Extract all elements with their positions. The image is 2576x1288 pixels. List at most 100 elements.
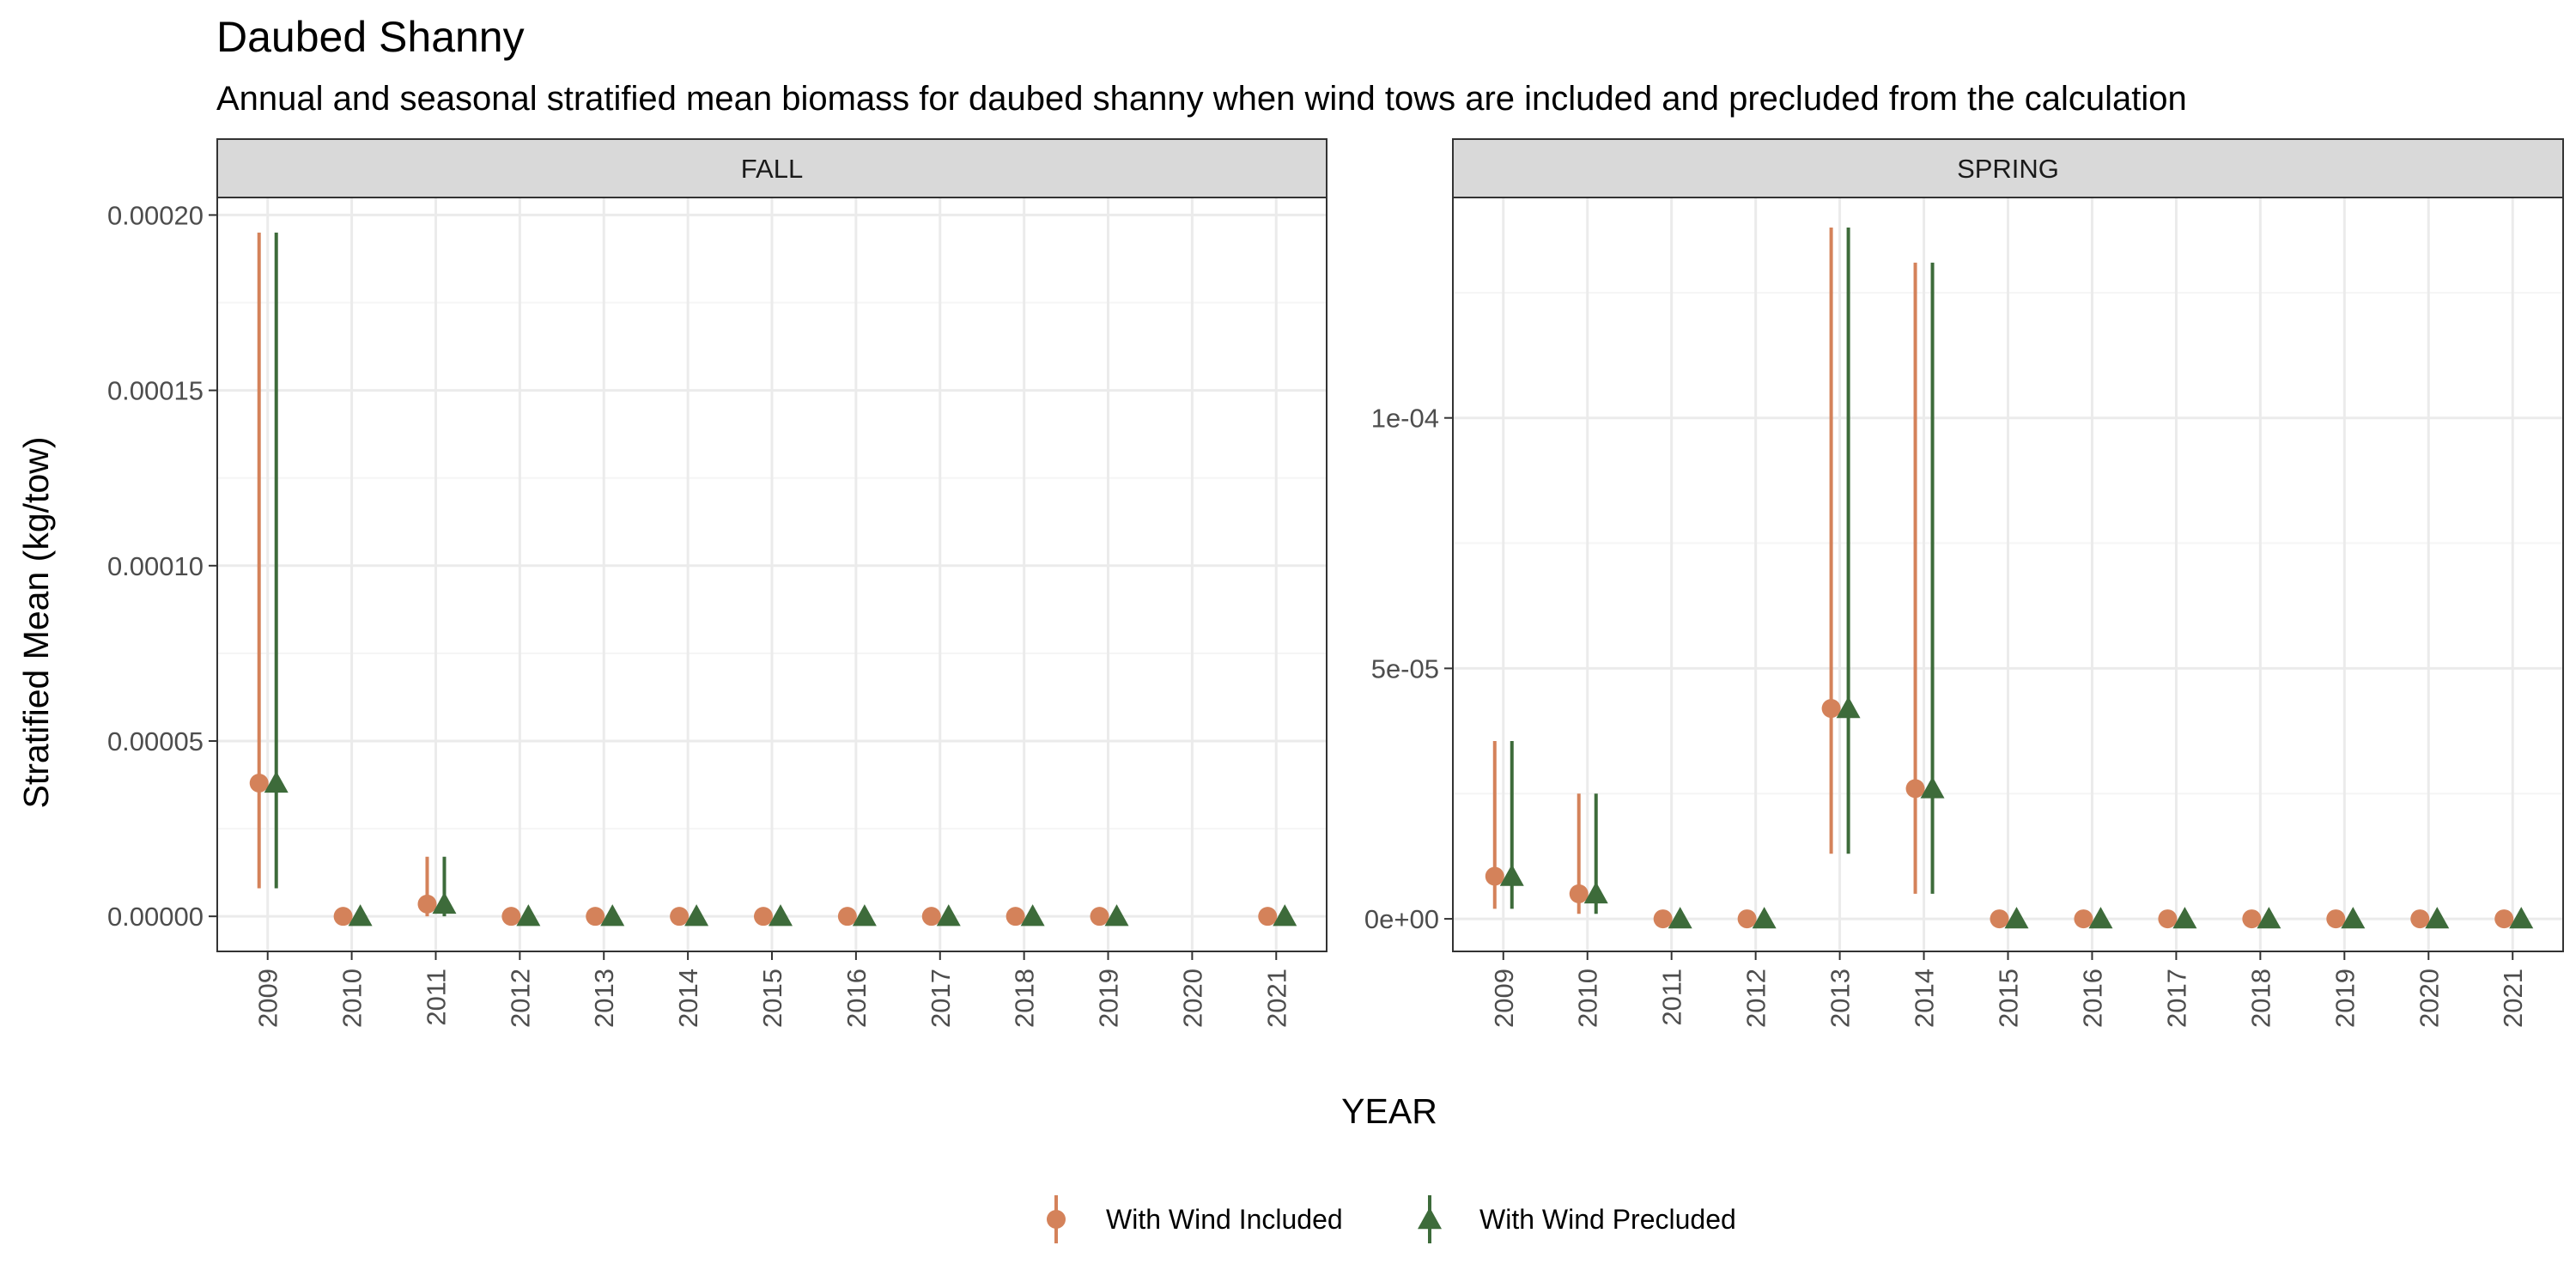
data-point	[432, 891, 457, 914]
x-tick-label: 2017	[926, 969, 956, 1028]
y-tick-label: 0.00015	[107, 376, 204, 406]
panels: 0.00000 0.00005 0.00010 0.00015 0.00020 2009 2…	[107, 138, 2564, 1028]
legend-with-wind-precluded: With Wind Precluded	[1418, 1195, 1736, 1243]
data-point	[2326, 909, 2346, 929]
data-point	[1920, 776, 1945, 799]
data-point	[1104, 904, 1129, 927]
data-point	[754, 907, 773, 927]
data-point	[1905, 779, 1925, 799]
facet-strip	[216, 138, 1327, 198]
data-point	[670, 907, 690, 927]
data-point	[2494, 909, 2514, 929]
data-point	[2158, 909, 2178, 929]
data-point	[417, 894, 437, 914]
legend-key-point	[1047, 1210, 1066, 1229]
data-point	[1499, 864, 1524, 886]
data-point	[2172, 907, 2197, 929]
data-point	[501, 907, 521, 927]
x-tick-label: 2011	[1657, 969, 1687, 1026]
y-tick-label: 0.00010	[107, 551, 204, 581]
data-point	[684, 904, 709, 927]
data-point	[1090, 907, 1109, 927]
data-point	[1653, 909, 1673, 929]
facet-label: FALL	[741, 154, 803, 184]
data-point	[1020, 904, 1045, 927]
x-tick-label: 2012	[1741, 969, 1771, 1028]
data-point	[2341, 907, 2366, 929]
x-tick-label: 2020	[1177, 969, 1207, 1028]
facet-label: SPRING	[1957, 154, 2059, 184]
x-tick-label: 2014	[673, 969, 703, 1028]
data-point	[2425, 907, 2450, 929]
data-point	[837, 907, 857, 927]
legend-label: With Wind Included	[1106, 1204, 1343, 1235]
data-point	[1273, 904, 1297, 927]
y-tick-label: 0.00020	[107, 200, 204, 230]
series-with-wind-precluded	[264, 232, 1297, 927]
x-tick-label: 2011	[421, 969, 451, 1026]
x-tick-label: 2021	[2498, 969, 2528, 1028]
x-tick-label: 2016	[2077, 969, 2107, 1028]
data-point	[2074, 909, 2093, 929]
data-point	[2004, 907, 2029, 929]
data-point	[1569, 884, 1589, 903]
x-tick-label: 2013	[1826, 969, 1856, 1028]
x-tick-label: 2019	[1094, 969, 1124, 1028]
panel-fall: 0.00000 0.00005 0.00010 0.00015 0.00020 2009 2…	[107, 138, 1327, 1028]
data-point	[1836, 696, 1861, 719]
data-point	[600, 904, 625, 927]
y-tick-label: 0.00000	[107, 902, 204, 932]
data-point	[2257, 907, 2281, 929]
facet-strip	[1452, 138, 2564, 198]
y-tick-label: 5e-05	[1371, 653, 1439, 683]
data-point	[1258, 907, 1278, 927]
x-tick-label: 2016	[841, 969, 872, 1028]
x-tick-label: 2014	[1910, 969, 1940, 1028]
x-tick-label: 2012	[505, 969, 535, 1028]
y-axis-label: Stratified Mean (kg/tow)	[16, 437, 56, 809]
data-point	[2242, 909, 2262, 929]
data-point	[936, 904, 961, 927]
legend-key-point	[1418, 1207, 1442, 1230]
data-point	[1990, 909, 2009, 929]
data-point	[1668, 907, 1692, 929]
x-axis-label: YEAR	[1341, 1091, 1437, 1131]
legend-with-wind-included: With Wind Included	[1047, 1195, 1343, 1243]
panel-spring: 0e+00 5e-05 1e-04 2009 2010 2011 2012 2013 2014 2…	[1364, 138, 2564, 1028]
data-point	[1485, 866, 1504, 886]
x-tick-label: 2018	[2245, 969, 2275, 1028]
data-point	[2509, 907, 2534, 929]
data-point	[921, 907, 941, 927]
x-tick-label: 2015	[1994, 969, 2024, 1028]
data-point	[348, 904, 373, 927]
x-tick-label: 2010	[1573, 969, 1603, 1028]
legend-label: With Wind Precluded	[1479, 1204, 1736, 1235]
data-point	[1752, 907, 1777, 929]
x-tick-label: 2009	[253, 969, 283, 1028]
x-tick-label: 2021	[1261, 969, 1291, 1028]
data-point	[264, 770, 289, 793]
data-point	[516, 904, 541, 927]
x-tick-label: 2018	[1010, 969, 1040, 1028]
x-tick-label: 2019	[2330, 969, 2360, 1028]
data-point	[1583, 881, 1608, 904]
data-point	[2088, 907, 2113, 929]
data-point	[1821, 699, 1841, 719]
series-with-wind-included	[1485, 228, 2514, 929]
data-point	[333, 907, 353, 927]
chart-title: Daubed Shanny	[216, 13, 525, 61]
series-with-wind-included	[249, 232, 1278, 927]
data-point	[586, 907, 605, 927]
data-point	[1737, 909, 1757, 929]
data-point	[769, 904, 793, 927]
x-tick-label: 2015	[757, 969, 787, 1028]
x-tick-label: 2013	[589, 969, 619, 1028]
data-point	[249, 773, 269, 793]
x-tick-label: 2020	[2414, 969, 2444, 1028]
y-tick-label: 0.00005	[107, 726, 204, 756]
series-with-wind-precluded	[1499, 228, 2534, 929]
legend: With Wind Included With Wind Precluded	[1047, 1195, 1736, 1243]
y-tick-label: 0e+00	[1364, 904, 1439, 934]
x-tick-label: 2010	[337, 969, 368, 1028]
